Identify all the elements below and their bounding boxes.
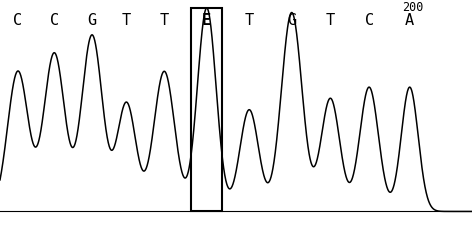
- Text: T: T: [244, 13, 254, 28]
- Text: T: T: [326, 13, 335, 28]
- Text: 200: 200: [402, 1, 424, 14]
- Text: C: C: [13, 13, 23, 28]
- Text: A: A: [405, 13, 414, 28]
- Text: G: G: [87, 13, 97, 28]
- Text: G: G: [287, 13, 296, 28]
- Text: T: T: [122, 13, 131, 28]
- Text: C: C: [50, 13, 59, 28]
- Text: E: E: [202, 13, 211, 28]
- Bar: [191, 9, 222, 211]
- Text: T: T: [160, 13, 169, 28]
- Text: C: C: [364, 13, 374, 28]
